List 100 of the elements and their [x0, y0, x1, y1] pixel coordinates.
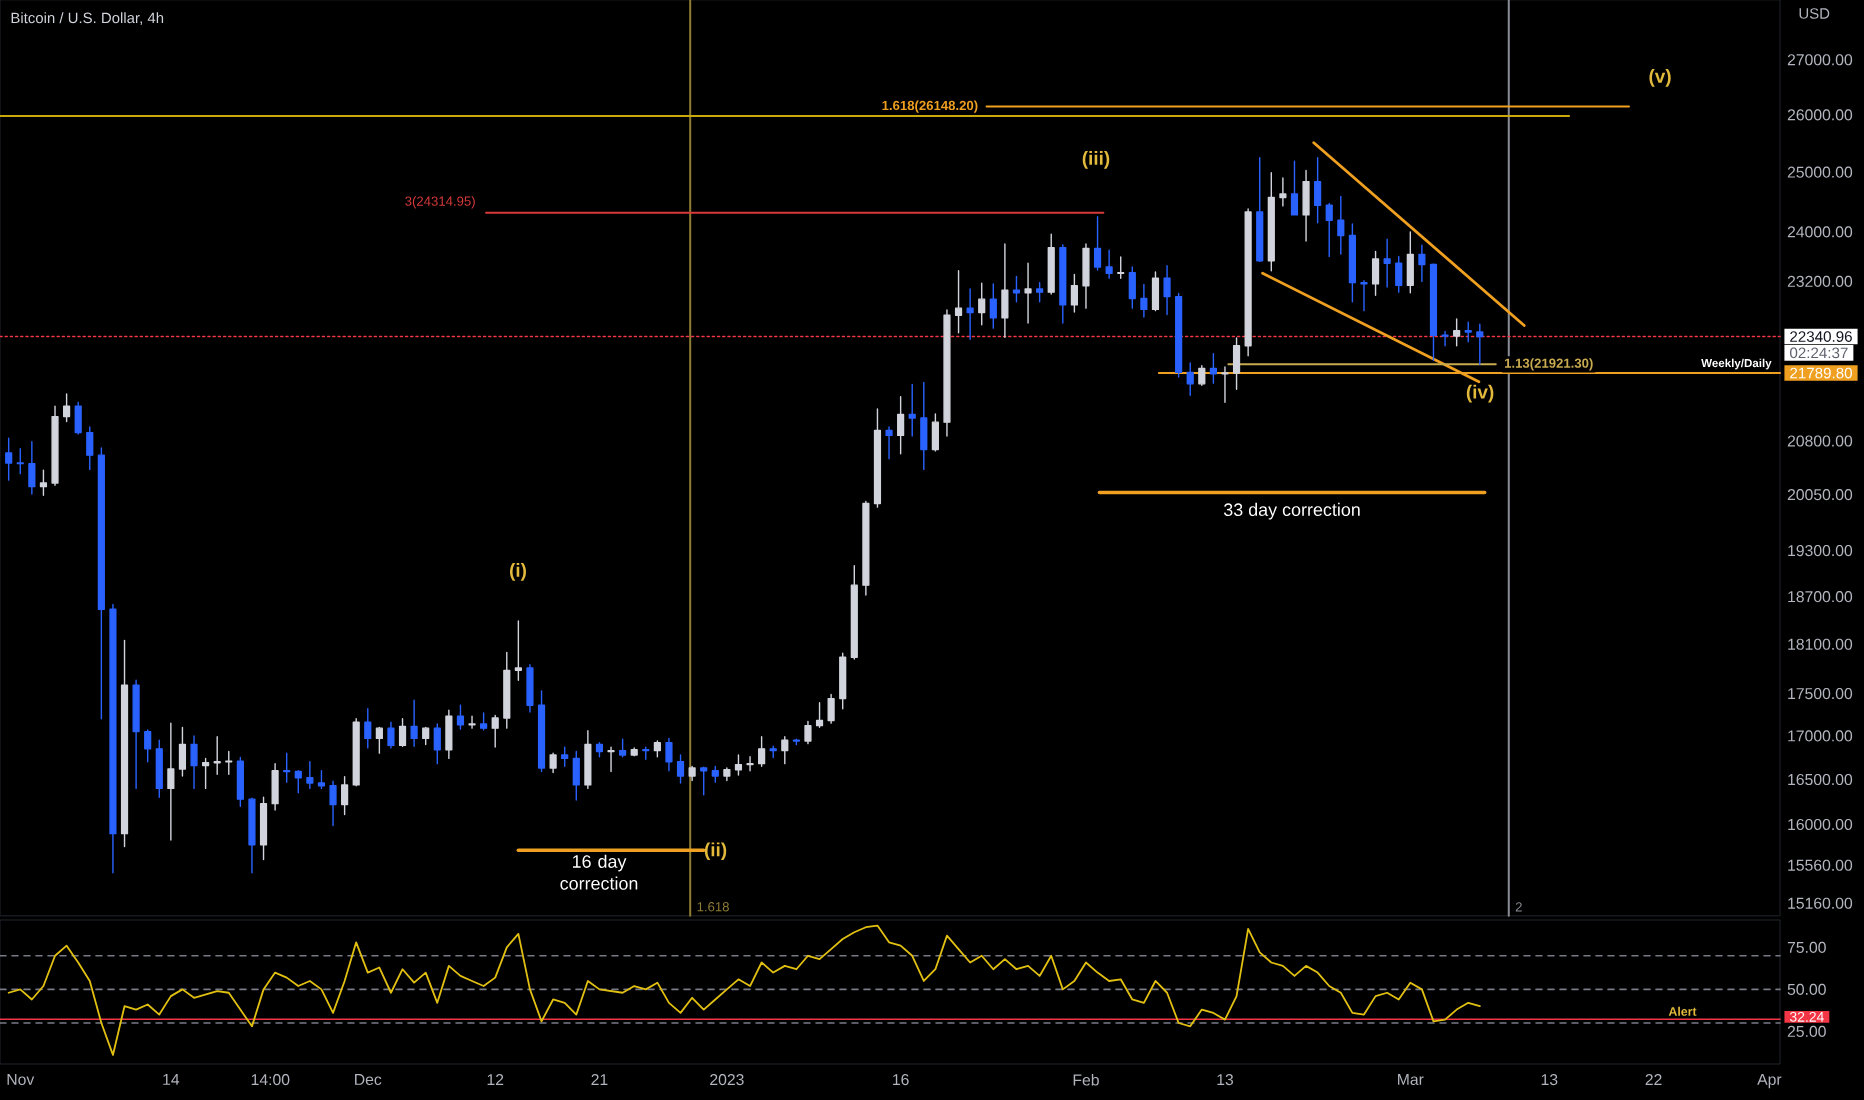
candlestick [561, 746, 569, 768]
candlestick [1036, 281, 1044, 303]
candlestick [1337, 195, 1345, 255]
candlestick [1371, 250, 1380, 297]
candlestick [549, 752, 557, 774]
candlestick [109, 603, 117, 874]
candlestick [1429, 263, 1438, 362]
candlestick [688, 765, 696, 782]
candlestick [1024, 262, 1032, 324]
candlestick [97, 447, 105, 720]
candlestick [341, 776, 349, 816]
candlestick [491, 714, 499, 748]
candlestick [410, 699, 418, 747]
candlestick [1348, 223, 1356, 303]
candlestick [792, 738, 800, 746]
candlestick [190, 735, 198, 790]
candlestick [1314, 156, 1322, 224]
candlestick [445, 709, 453, 760]
candlestick [329, 780, 337, 827]
annotation: (iii) [1082, 151, 1110, 169]
candlestick [1476, 323, 1484, 366]
candlestick [746, 756, 754, 772]
candlestick [537, 690, 546, 773]
candlestick [387, 721, 395, 749]
candlestick [306, 761, 314, 790]
candlestick [931, 413, 939, 452]
candlestick [271, 762, 279, 811]
candlestick [1395, 255, 1403, 293]
candlestick [144, 729, 152, 763]
candlestick [259, 796, 268, 861]
candlestick [1070, 273, 1078, 313]
candlestick [468, 715, 476, 729]
candlestick [873, 408, 882, 508]
candlestick [1267, 172, 1275, 272]
candlestick [1047, 233, 1055, 295]
candlestick [850, 565, 858, 660]
candlestick [1001, 243, 1009, 338]
candlestick [1059, 243, 1067, 324]
candlestick [1163, 265, 1171, 316]
candlestick [1244, 208, 1252, 357]
candlestick [213, 736, 221, 775]
candlestick [827, 693, 835, 724]
candlestick [1290, 160, 1299, 216]
series-label: 16 day correction [560, 854, 638, 890]
candlestick [572, 750, 580, 801]
candlestick [978, 282, 986, 326]
candlestick [1140, 283, 1148, 318]
candlestick [885, 426, 893, 460]
annotation: (i) [509, 563, 526, 581]
candlestick [862, 500, 870, 596]
candlestick [398, 718, 407, 747]
candlestick [1128, 266, 1136, 309]
candlestick [1198, 364, 1206, 386]
candlestick [120, 639, 129, 848]
candlestick [28, 441, 36, 495]
candlestick [758, 736, 766, 768]
candlestick [989, 283, 997, 329]
candlestick [51, 405, 59, 486]
candlestick [155, 739, 163, 798]
candlestick [1418, 244, 1426, 283]
candlestick [1406, 231, 1414, 294]
candlestick [1105, 249, 1113, 279]
candlestick [433, 723, 441, 765]
candlestick [1453, 318, 1461, 347]
candlestick [839, 652, 847, 710]
annotation: (ii) [704, 842, 727, 861]
candlestick [178, 726, 187, 777]
candlestick [804, 720, 812, 745]
candlestick [248, 797, 256, 874]
annotation: (iv) [1466, 384, 1494, 403]
candlestick [225, 750, 233, 775]
candlestick [132, 679, 140, 790]
candlestick [619, 738, 627, 758]
candlestick [1256, 156, 1264, 263]
candlestick [526, 663, 534, 713]
candlestick [352, 718, 360, 787]
candlestick [1232, 337, 1241, 390]
candlestick [1186, 362, 1194, 397]
candlestick [595, 741, 604, 758]
candlestick [1151, 271, 1160, 312]
candlestick [584, 730, 592, 790]
candlestick [607, 746, 615, 773]
annotation: (v) [1649, 69, 1671, 87]
candlestick [167, 722, 175, 841]
candlestick [364, 708, 372, 749]
series-label: 33 day correction [1223, 502, 1360, 520]
candlestick [1441, 330, 1449, 347]
candlestick [920, 381, 928, 471]
candlestick [1360, 280, 1368, 312]
candlestick [1093, 216, 1102, 271]
candlestick [966, 288, 974, 340]
candlestick [74, 401, 82, 435]
candlestick [236, 756, 244, 807]
candlestick [63, 393, 71, 423]
candlestick [665, 737, 673, 772]
candlestick [1175, 292, 1183, 378]
candlestick [5, 437, 13, 481]
candlestick [1082, 243, 1090, 309]
candlestick [711, 765, 719, 783]
candlestick [897, 396, 905, 455]
